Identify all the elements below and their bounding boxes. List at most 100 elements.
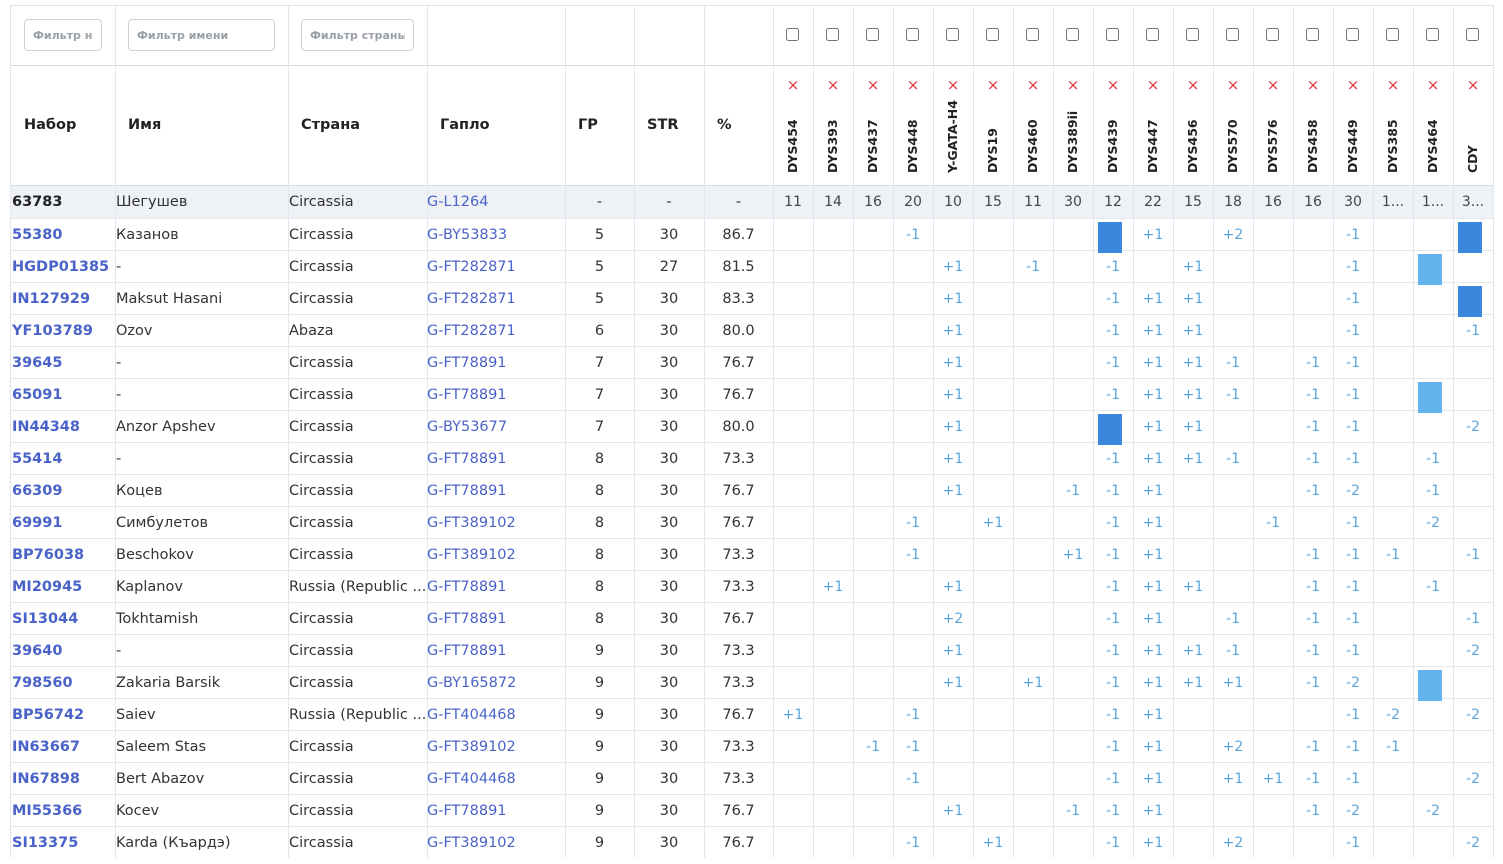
col-border [704,5,705,858]
remove-column[interactable]: × [1146,76,1160,94]
marker-cell: -1 [1026,259,1040,275]
row-id[interactable]: 39640 [12,643,63,659]
column-header[interactable]: Страна [301,117,361,133]
marker-cell: -1 [1306,579,1320,595]
marker-cell: +1 [1142,611,1164,627]
remove-column[interactable]: × [1066,76,1080,94]
str-cell: 30 [659,323,679,339]
row-id[interactable]: HGDP01385 [12,259,110,275]
column-header[interactable]: Имя [128,117,162,133]
remove-column[interactable]: × [1426,76,1440,94]
remove-column[interactable]: × [826,76,840,94]
haplo-cell[interactable]: G-FT389102 [427,547,516,563]
column-checkbox[interactable] [1106,28,1119,41]
remove-column[interactable]: × [1466,76,1480,94]
column-checkbox[interactable] [826,28,839,41]
row-id[interactable]: IN127929 [12,291,91,307]
haplo-cell[interactable]: G-FT78891 [427,387,507,403]
haplo-cell[interactable]: G-FT282871 [427,323,516,339]
remove-column[interactable]: × [866,76,880,94]
marker-cell: +2 [1222,835,1244,851]
haplo-cell[interactable]: G-FT78891 [427,611,507,627]
name-cell: Симбулетов [116,515,209,531]
haplo-cell[interactable]: G-FT389102 [427,515,516,531]
filter-input[interactable] [301,19,414,51]
column-checkbox[interactable] [1426,28,1439,41]
haplo-cell[interactable]: G-FT404468 [427,707,516,723]
haplo-cell[interactable]: G-FT78891 [427,579,507,595]
column-checkbox[interactable] [1266,28,1279,41]
remove-column[interactable]: × [786,76,800,94]
haplo-cell[interactable]: G-FT389102 [427,835,516,851]
column-checkbox[interactable] [1026,28,1039,41]
row-id[interactable]: SI13044 [12,611,79,627]
remove-column[interactable]: × [946,76,960,94]
haplo-cell[interactable]: G-FT78891 [427,451,507,467]
filter-input[interactable] [24,19,102,51]
haplo-cell[interactable]: G-FT389102 [427,739,516,755]
haplo-cell[interactable]: G-FT78891 [427,803,507,819]
gr-cell: - [596,194,603,210]
column-header[interactable]: Гапло [440,117,490,133]
column-header[interactable]: STR [647,117,679,133]
haplo-cell[interactable]: G-L1264 [427,194,489,210]
haplo-cell[interactable]: G-BY53677 [427,419,508,435]
row-border [10,826,1493,827]
row-id[interactable]: 55414 [12,451,63,467]
haplo-cell[interactable]: G-BY165872 [427,675,517,691]
row-id[interactable]: IN67898 [12,771,80,787]
column-checkbox[interactable] [786,28,799,41]
remove-column[interactable]: × [1306,76,1320,94]
filter-input[interactable] [128,19,275,51]
remove-column[interactable]: × [1226,76,1240,94]
row-id[interactable]: IN44348 [12,419,80,435]
haplo-cell[interactable]: G-FT78891 [427,355,507,371]
haplo-cell[interactable]: G-FT78891 [427,643,507,659]
col-border [773,5,774,858]
column-checkbox[interactable] [866,28,879,41]
column-checkbox[interactable] [1066,28,1079,41]
row-id[interactable]: 39645 [12,355,63,371]
column-checkbox[interactable] [986,28,999,41]
remove-column[interactable]: × [1026,76,1040,94]
row-id[interactable]: 69991 [12,515,63,531]
haplo-cell[interactable]: G-FT282871 [427,259,516,275]
row-id[interactable]: SI13375 [12,835,79,851]
row-id[interactable]: MI55366 [12,803,83,819]
row-id[interactable]: 66309 [12,483,63,499]
remove-column[interactable]: × [1386,76,1400,94]
column-checkbox[interactable] [946,28,959,41]
column-checkbox[interactable] [1146,28,1159,41]
remove-column[interactable]: × [1186,76,1200,94]
column-header[interactable]: ГР [578,117,598,133]
remove-column[interactable]: × [906,76,920,94]
haplo-cell[interactable]: G-FT282871 [427,291,516,307]
row-id[interactable]: BP76038 [12,547,85,563]
haplo-cell[interactable]: G-FT78891 [427,483,507,499]
row-border [10,570,1493,571]
column-header[interactable]: % [717,117,732,133]
col-border [973,5,974,858]
column-checkbox[interactable] [1386,28,1399,41]
remove-column[interactable]: × [1266,76,1280,94]
row-id[interactable]: BP56742 [12,707,85,723]
column-checkbox[interactable] [1226,28,1239,41]
row-id[interactable]: 798560 [12,675,73,691]
column-checkbox[interactable] [1346,28,1359,41]
column-checkbox[interactable] [1186,28,1199,41]
row-id[interactable]: MI20945 [12,579,83,595]
haplo-cell[interactable]: G-FT404468 [427,771,516,787]
remove-column[interactable]: × [1106,76,1120,94]
column-checkbox[interactable] [906,28,919,41]
remove-column[interactable]: × [986,76,1000,94]
remove-column[interactable]: × [1346,76,1360,94]
row-id[interactable]: YF103789 [12,323,93,339]
column-checkbox[interactable] [1306,28,1319,41]
column-header[interactable]: Набор [24,117,77,133]
column-checkbox[interactable] [1466,28,1479,41]
row-id[interactable]: IN63667 [12,739,80,755]
haplo-cell[interactable]: G-BY53833 [427,227,508,243]
row-id[interactable]: 65091 [12,387,63,403]
row-id[interactable]: 55380 [12,227,63,243]
